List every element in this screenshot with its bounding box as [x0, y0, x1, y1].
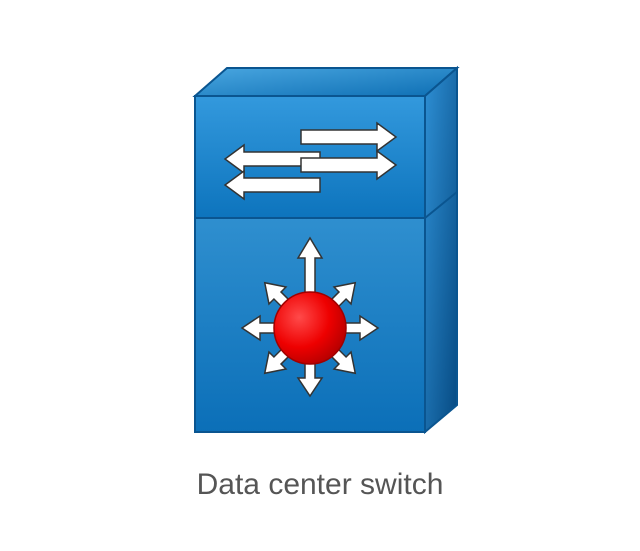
box-top-face	[195, 68, 457, 96]
datacenter-switch-icon	[175, 50, 465, 450]
hub-circle	[274, 292, 346, 364]
box-side-face	[425, 68, 457, 432]
diagram-caption: Data center switch	[197, 468, 444, 502]
diagram-container: Data center switch	[175, 50, 465, 502]
